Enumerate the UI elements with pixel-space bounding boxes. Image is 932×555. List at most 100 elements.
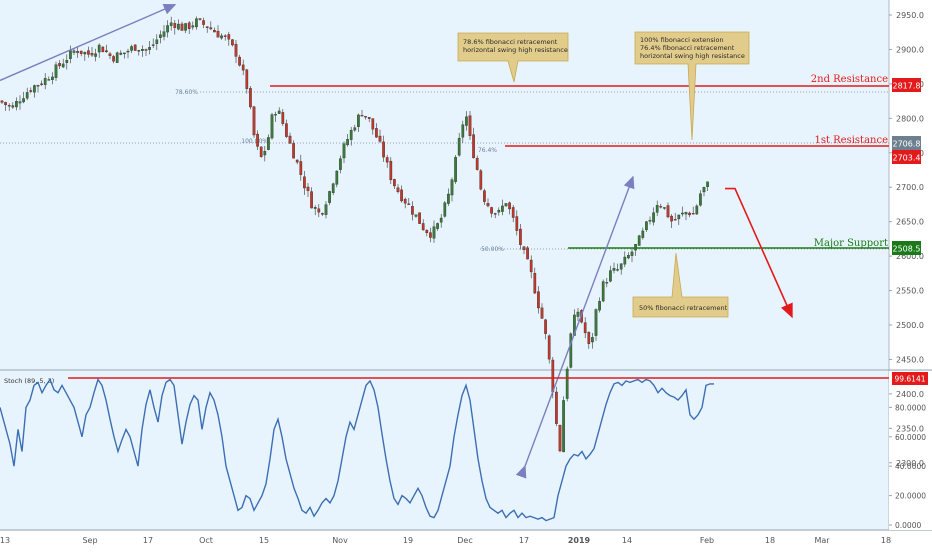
stoch-axis-ticks: 80.0000 60.0000 40.0000 20.0000 0.0000: [889, 403, 926, 530]
candle-body: [321, 213, 324, 215]
candle-body: [349, 129, 353, 140]
stoch-tick-label: 20.0000: [895, 492, 926, 501]
stoch-title: Stoch (89, 5, 3): [4, 377, 54, 385]
candle-body: [61, 63, 65, 68]
candle-body: [245, 69, 249, 89]
candle-body: [493, 213, 497, 215]
candle-body: [159, 34, 162, 38]
candle-body: [565, 368, 569, 399]
candle-body: [375, 128, 378, 138]
candle-body: [18, 101, 22, 104]
price-tick-label: 2550.0: [896, 287, 924, 296]
annotation-786-line2: horizontal swing high resistance: [463, 46, 568, 54]
candle-body: [627, 255, 630, 259]
candle-body: [162, 31, 166, 37]
candle-body: [598, 301, 601, 311]
candle-body: [241, 64, 245, 71]
candle-body: [609, 270, 612, 282]
candle-body: [684, 212, 688, 215]
candle-body: [432, 226, 436, 239]
time-tick-label: 14: [622, 536, 632, 545]
fib-label-100: 100.00%: [241, 138, 268, 145]
candle-body: [256, 133, 259, 147]
price-tick-label: 2700.0: [896, 183, 924, 192]
candle-body: [15, 101, 18, 108]
candle-body: [382, 141, 385, 158]
candlestick-series: [0, 16, 709, 453]
candle-body: [166, 25, 169, 33]
time-tick-label: Sep: [82, 536, 97, 545]
candle-body: [457, 137, 461, 156]
candle-body: [126, 50, 130, 53]
candle-body: [292, 143, 295, 159]
candle-body: [144, 49, 148, 51]
time-tick-label: 18: [881, 536, 891, 545]
candle-body: [465, 116, 468, 126]
candle-body: [695, 205, 699, 215]
candle-body: [619, 263, 623, 270]
candle-body: [137, 50, 141, 52]
candle-body: [339, 158, 342, 170]
candle-body: [450, 179, 454, 196]
candle-body: [461, 124, 465, 138]
candle-body: [673, 219, 677, 221]
time-tick-label: 17: [143, 536, 153, 545]
candle-body: [605, 282, 609, 284]
candle-body: [22, 98, 25, 103]
candle-body: [97, 44, 101, 53]
first-resistance-label: 1st Resistance: [814, 135, 888, 146]
candle-body: [169, 22, 173, 26]
annotation-100-line2: 76.4% fibonacci retracement: [640, 44, 735, 52]
candle-body: [187, 22, 191, 29]
candle-body: [699, 193, 702, 206]
candle-body: [706, 181, 709, 187]
candle-body: [51, 76, 54, 80]
candle-body: [407, 203, 411, 205]
candle-body: [537, 291, 540, 309]
price-tag-2508: [892, 241, 921, 255]
fib-label-50: 50.00%: [481, 246, 504, 253]
candle-body: [267, 137, 270, 150]
candle-body: [198, 18, 202, 20]
candle-body: [299, 161, 303, 175]
price-tick-label: 2300.0: [896, 459, 924, 468]
candle-body: [29, 90, 33, 92]
candle-body: [360, 114, 364, 117]
price-tick-label: 2350.0: [896, 424, 924, 433]
annotation-786-line1: 78.6% fibonacci retracement: [463, 38, 558, 46]
stoch-tick-label: 80.0000: [895, 403, 926, 412]
candle-body: [663, 207, 666, 209]
candle-body: [274, 114, 277, 116]
candle-body: [7, 105, 11, 107]
candle-body: [540, 307, 544, 319]
second-resistance-label: 2nd Resistance: [811, 74, 888, 85]
candle-body: [328, 191, 331, 203]
candle-body: [277, 110, 281, 114]
projection-arrow: [725, 187, 793, 319]
annotation-50-line1: 50% fibonacci retracement: [639, 304, 728, 312]
candle-body: [414, 214, 418, 217]
candle-body: [562, 400, 565, 453]
candle-body: [576, 311, 580, 317]
candle-body: [151, 44, 155, 46]
stoch-axis-panel: [889, 371, 932, 530]
candle-body: [303, 176, 306, 189]
candle-body: [670, 215, 673, 222]
candle-body: [612, 268, 616, 271]
candle-body: [216, 30, 220, 38]
candle-body: [94, 53, 97, 57]
candle-body: [367, 117, 371, 119]
candle-body: [443, 202, 447, 217]
stoch-line: [0, 377, 714, 522]
candle-body: [519, 228, 522, 245]
candle-body: [213, 30, 216, 33]
candle-body: [40, 83, 43, 85]
candle-body: [511, 207, 515, 218]
candle-body: [87, 50, 90, 55]
candle-body: [43, 78, 47, 85]
time-tick-label: Nov: [332, 536, 348, 545]
stoch-value-tag: [892, 372, 928, 385]
candle-body: [389, 160, 393, 181]
candle-body: [173, 23, 177, 28]
